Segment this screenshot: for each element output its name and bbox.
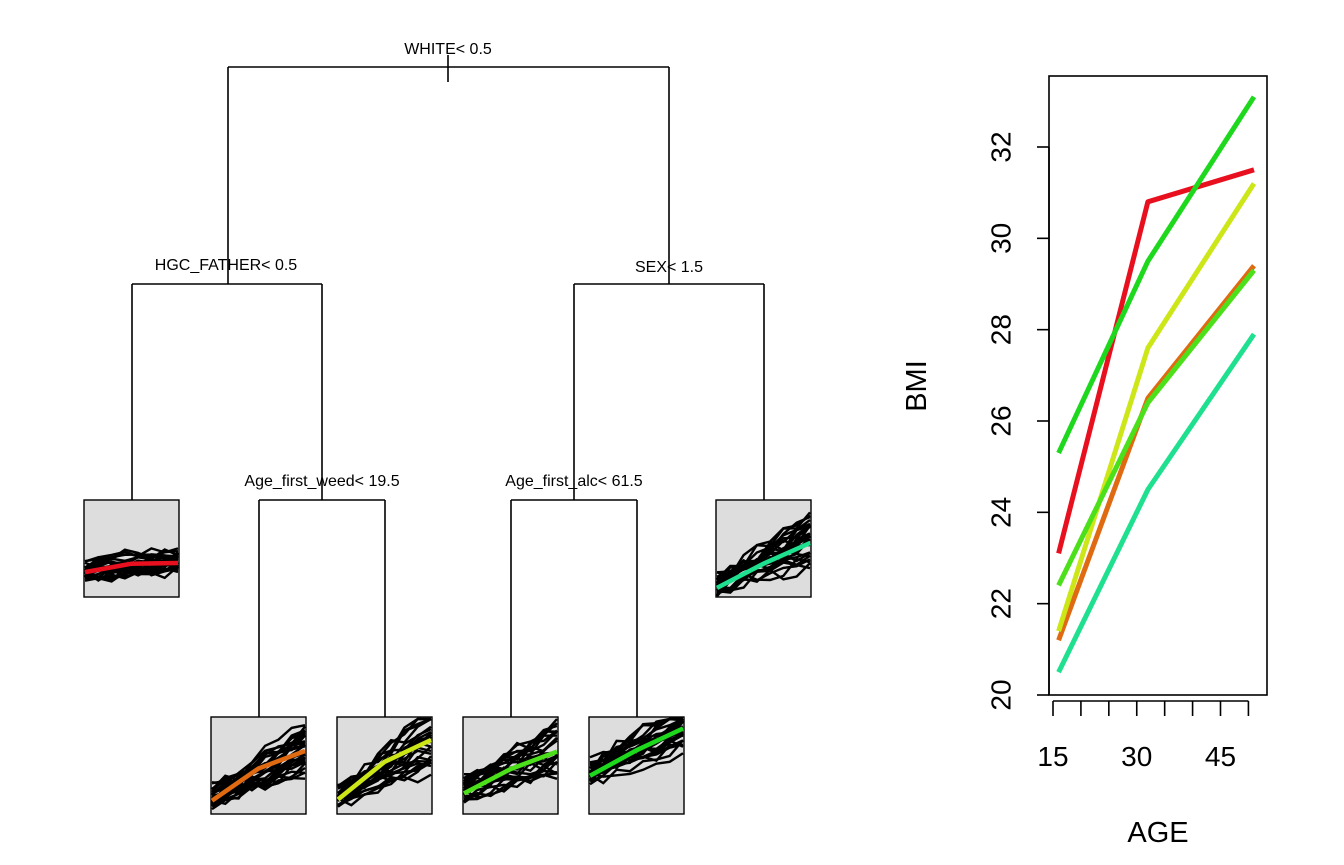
trajectory-line [589, 725, 684, 777]
series-line-leaf5 [1056, 95, 1257, 455]
series-line-leaf4 [1056, 268, 1256, 587]
trajectory-line [84, 553, 179, 569]
leaf-panel-leaf2 [210, 716, 307, 815]
trajectory-line [716, 533, 811, 592]
leaf-trajectories [337, 717, 432, 808]
trajectory-line [716, 522, 811, 574]
x-axis: 15 30 45 [1037, 700, 1250, 772]
leaf-panel-leaf5 [588, 716, 685, 815]
x-axis-label: AGE [1127, 817, 1188, 849]
split-label-root: WHITE< 0.5 [404, 41, 492, 58]
y-tick-label: 24 [985, 497, 1016, 528]
trajectory-line [337, 755, 432, 807]
series-line-leaf2 [1056, 264, 1256, 642]
trajectory-line [211, 733, 306, 790]
leaf-mean-line [589, 726, 684, 778]
trajectory-line [589, 752, 684, 778]
trajectory-line [84, 548, 179, 570]
regression-tree [131, 55, 765, 717]
split-label-sex: SEX< 1.5 [635, 259, 703, 276]
trajectory-line [211, 766, 306, 803]
leaf-panel-leaf1 [83, 499, 180, 598]
y-tick-label: 28 [985, 314, 1016, 345]
trajectory-line [337, 759, 432, 790]
leaf-mean-line [337, 737, 432, 802]
bmi-age-chart: 20 22 24 26 28 30 32 15 30 45 AGE BMI [901, 75, 1268, 849]
trajectory-line [716, 514, 811, 581]
y-tick-label: 26 [985, 405, 1016, 436]
trajectory-line [589, 743, 684, 786]
y-axis: 20 22 24 26 28 30 32 [985, 131, 1050, 711]
series-lines [1056, 95, 1257, 674]
series-line-leaf1 [1056, 167, 1255, 555]
leaf-mean-line [463, 749, 558, 796]
trajectory-line [716, 551, 811, 594]
split-label-age-first-weed: Age_first_weed< 19.5 [244, 473, 399, 490]
leaf-trajectories [716, 511, 811, 597]
leaf-panel-leaf3 [336, 716, 433, 815]
x-tick-label: 30 [1121, 741, 1152, 772]
y-tick-label: 30 [985, 223, 1016, 254]
y-tick-label: 32 [985, 131, 1016, 162]
trajectory-line [211, 752, 306, 796]
split-label-hgc-father: HGC_FATHER< 0.5 [155, 257, 298, 274]
y-tick-label: 22 [985, 588, 1016, 619]
leaf-panels [83, 499, 812, 815]
y-tick-label: 20 [985, 679, 1016, 710]
trajectory-line [589, 739, 684, 785]
trajectory-line [463, 771, 558, 799]
leaf-panel-leaf4 [462, 716, 559, 815]
trajectory-line [211, 753, 306, 803]
series-line-leaf6 [1056, 332, 1257, 674]
series-line-leaf3 [1056, 182, 1257, 632]
leaf-trajectories [463, 718, 558, 804]
trajectory-line [337, 749, 432, 787]
leaf-trajectories [589, 717, 684, 786]
leaf-trajectories [211, 724, 306, 811]
x-tick-label: 15 [1037, 741, 1068, 772]
trajectory-line [716, 562, 811, 592]
leaf-mean-line [84, 560, 179, 575]
leaf-trajectories [84, 547, 179, 583]
leaf-mean-line [211, 748, 306, 803]
y-axis-label: BMI [901, 360, 933, 412]
trajectory-line [463, 722, 558, 788]
trajectory-line [337, 773, 432, 807]
leaf-panel-leaf6 [715, 499, 812, 598]
x-tick-label: 45 [1205, 741, 1236, 772]
split-label-age-first-alc: Age_first_alc< 61.5 [505, 473, 643, 490]
leaf-mean-line [716, 540, 811, 590]
trajectory-line [337, 717, 431, 798]
